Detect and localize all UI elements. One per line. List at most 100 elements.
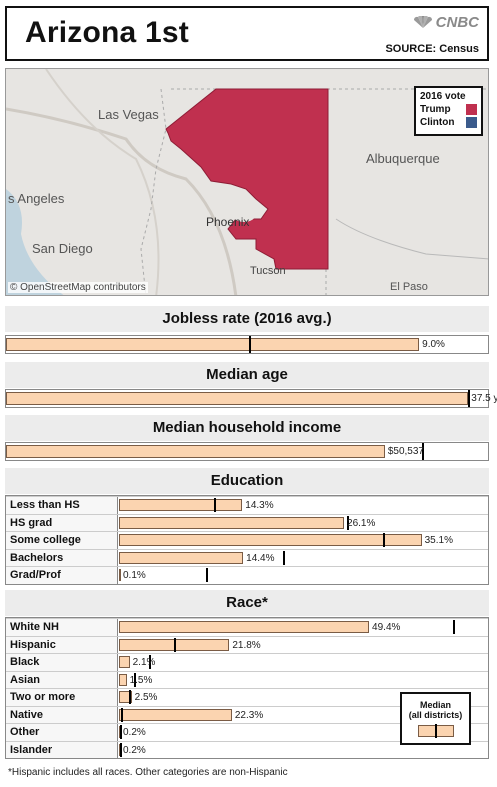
chart-title-median-age: Median age	[5, 362, 489, 388]
median-tick	[148, 655, 151, 669]
legend-swatch	[466, 117, 477, 128]
median-tick	[173, 637, 176, 652]
median-tick	[206, 568, 209, 582]
terrain-line	[6, 107, 238, 295]
ocean-shape	[6, 189, 64, 295]
value-label: 0.1%	[123, 570, 146, 581]
category-label: Some college	[10, 534, 81, 546]
category-label: Less than HS	[10, 499, 80, 511]
table-row: Less than HS 14.3%	[6, 496, 488, 514]
district-map[interactable]: Las Vegas s Angeles San Diego Phoenix Tu…	[5, 68, 489, 296]
category-label: Bachelors	[10, 551, 64, 564]
chart-income: $50,537	[5, 442, 489, 461]
footnote: *Hispanic includes all races. Other cate…	[8, 767, 288, 778]
terrain-line	[45, 69, 160, 295]
legend-label: Clinton	[420, 117, 455, 128]
legend-label: Trump	[420, 104, 451, 115]
median-tick	[453, 620, 456, 634]
legend-title: 2016 vote	[420, 91, 466, 102]
table-row: Two or more 2.5%	[6, 688, 488, 706]
bar	[119, 691, 132, 703]
chart-title-jobless: Jobless rate (2016 avg.)	[5, 306, 489, 332]
bar	[119, 516, 345, 529]
legend-item-trump: Trump	[420, 104, 477, 115]
median-tick	[382, 533, 385, 547]
value-label: 0.2%	[123, 744, 146, 756]
table-row: Islander 0.2%	[6, 740, 488, 759]
value-label: 9.0%	[422, 339, 445, 350]
legend-item-clinton: Clinton	[420, 117, 477, 128]
source-label: SOURCE: Census	[385, 43, 479, 55]
value-label: 2.1%	[132, 657, 156, 668]
median-tick	[119, 742, 122, 757]
phoenix-cutout	[232, 206, 256, 222]
category-label: Native	[10, 708, 44, 721]
road	[335, 218, 488, 260]
map-label-las-vegas: Las Vegas	[98, 107, 159, 122]
peacock-icon	[413, 16, 432, 28]
median-key-tick	[434, 724, 437, 738]
median-key: Median (all districts)	[400, 692, 471, 745]
median-key-subtitle: (all districts)	[408, 710, 463, 720]
median-tick	[129, 690, 132, 704]
category-label: HS grad	[10, 516, 53, 529]
map-credit: © OpenStreetMap contributors	[8, 282, 148, 293]
value-label: 14.4%	[246, 552, 275, 564]
chart-median-age: 37.5 yrs	[5, 389, 497, 408]
table-row: Other 0.2%	[6, 723, 488, 741]
value-label: $50,537	[387, 446, 424, 457]
table-row: White NH 49.4%	[6, 618, 488, 636]
bar	[119, 621, 370, 633]
bar	[119, 673, 127, 686]
median-key-title: Median	[419, 700, 451, 710]
chart-title-education: Education	[5, 468, 489, 494]
value-label: 26.1%	[347, 517, 376, 529]
bar	[6, 338, 420, 351]
value-label: 21.8%	[232, 639, 261, 651]
value-label: 14.3%	[245, 500, 274, 511]
median-tick	[213, 498, 216, 512]
bar	[119, 499, 243, 511]
category-label: Grad/Prof	[10, 569, 61, 581]
table-row: Some college 35.1%	[6, 531, 488, 549]
value-label: 49.4%	[372, 622, 401, 633]
chart-title-income: Median household income	[5, 415, 489, 441]
label-column	[6, 496, 118, 584]
table-row: Black 2.1%	[6, 653, 488, 671]
category-label: Islander	[10, 743, 53, 756]
bar	[119, 534, 422, 546]
category-label: Other	[10, 726, 40, 738]
map-label-san-diego: San Diego	[32, 241, 93, 256]
chart-jobless: 9.0%	[5, 335, 489, 354]
median-tick	[282, 550, 285, 565]
category-label: Two or more	[10, 691, 76, 703]
category-label: Black	[10, 656, 40, 668]
table-row: HS grad 26.1%	[6, 513, 488, 532]
header: Arizona 1st CNBC SOURCE: Census	[5, 6, 489, 61]
page-title: Arizona 1st	[25, 16, 189, 49]
bar	[119, 551, 244, 564]
median-tick	[120, 707, 123, 722]
map-base	[6, 69, 488, 295]
bar	[119, 569, 121, 581]
value-label: 0.2%	[123, 727, 146, 738]
bar	[6, 392, 469, 405]
chart-race: White NH 49.4% Hispanic 21.8% Black 2.1% Asian…	[5, 617, 489, 759]
table-row: Native 22.3%	[6, 705, 488, 724]
chart-title-race: Race*	[5, 590, 489, 616]
median-key-bar	[417, 724, 454, 738]
table-row: Grad/Prof 0.1%	[6, 566, 488, 584]
legend-swatch	[466, 104, 477, 115]
table-row: Asian 1.5%	[6, 670, 488, 689]
bar	[119, 708, 232, 721]
map-label-los-angeles: s Angeles	[8, 191, 65, 206]
chart-education: Less than HS 14.3% HS grad 26.1% Some colleg…	[5, 495, 489, 585]
map-label-phoenix: Phoenix	[206, 215, 250, 229]
district-shape[interactable]	[165, 88, 329, 270]
median-tick	[468, 390, 471, 407]
map-label-el-paso: El Paso	[390, 281, 428, 293]
category-label: Hispanic	[10, 638, 56, 651]
value-label: 37.5 yrs	[471, 393, 497, 404]
map-label-albuquerque: Albuquerque	[366, 151, 440, 166]
value-label: 35.1%	[424, 535, 453, 546]
